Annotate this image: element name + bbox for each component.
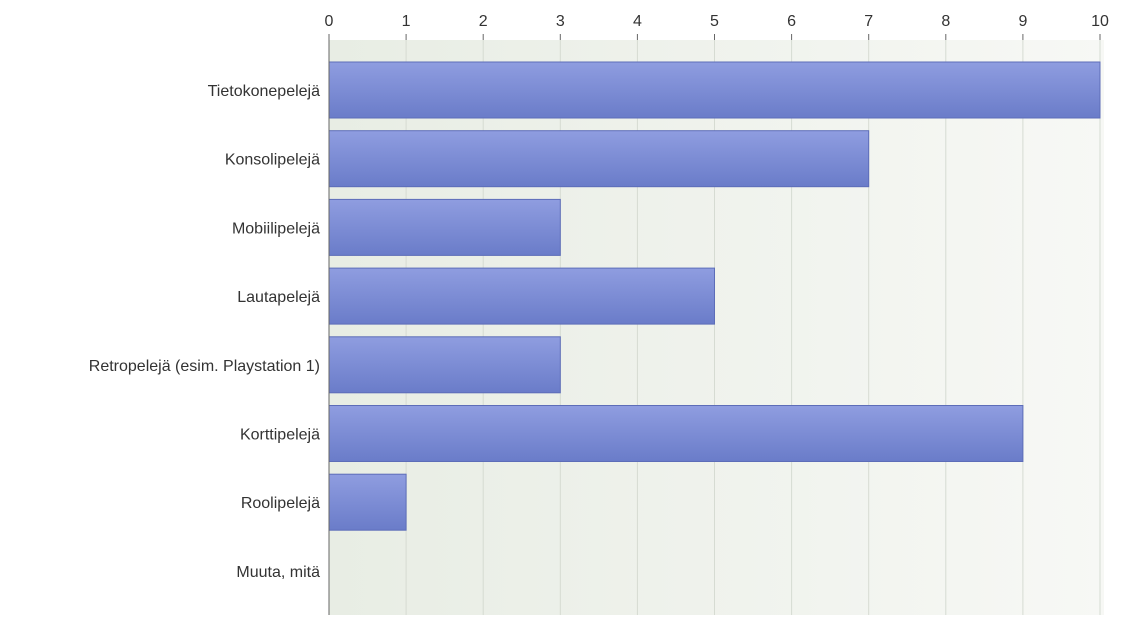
x-tick-label: 5 bbox=[710, 13, 719, 30]
bar bbox=[328, 267, 715, 325]
bar bbox=[328, 336, 561, 394]
bar bbox=[328, 61, 1101, 119]
x-tick-label: 1 bbox=[402, 13, 411, 30]
bar bbox=[328, 405, 1024, 462]
category-label: Lautapelejä bbox=[237, 289, 320, 306]
category-label: Mobiilipelejä bbox=[232, 220, 320, 237]
x-tick-label: 2 bbox=[479, 13, 488, 30]
x-tick-label: 0 bbox=[325, 13, 334, 30]
x-tick-label: 7 bbox=[864, 13, 873, 30]
category-label: Korttipelejä bbox=[240, 427, 320, 444]
category-labels: Tietokonepelejä Konsolipelejä Mobiilipelej… bbox=[89, 83, 320, 581]
x-tick-label: 8 bbox=[941, 13, 950, 30]
bar bbox=[328, 473, 407, 531]
x-tick-label: 3 bbox=[556, 13, 565, 30]
category-label: Retropelejä (esim. Playstation 1) bbox=[89, 358, 320, 375]
bar bbox=[328, 130, 870, 188]
x-axis-ticks: 0 1 2 3 4 5 6 7 8 9 10 bbox=[325, 13, 1109, 40]
bars bbox=[328, 61, 1101, 531]
bar bbox=[328, 198, 561, 256]
category-label: Tietokonepelejä bbox=[208, 83, 320, 100]
x-tick-label: 4 bbox=[633, 13, 642, 30]
category-label: Konsolipelejä bbox=[225, 152, 320, 169]
x-tick-label: 9 bbox=[1018, 13, 1027, 30]
x-tick-label: 6 bbox=[787, 13, 796, 30]
x-tick-label: 10 bbox=[1091, 13, 1109, 30]
plot-background bbox=[329, 40, 1104, 615]
category-label: Roolipelejä bbox=[241, 495, 320, 512]
category-label: Muuta, mitä bbox=[236, 564, 320, 581]
